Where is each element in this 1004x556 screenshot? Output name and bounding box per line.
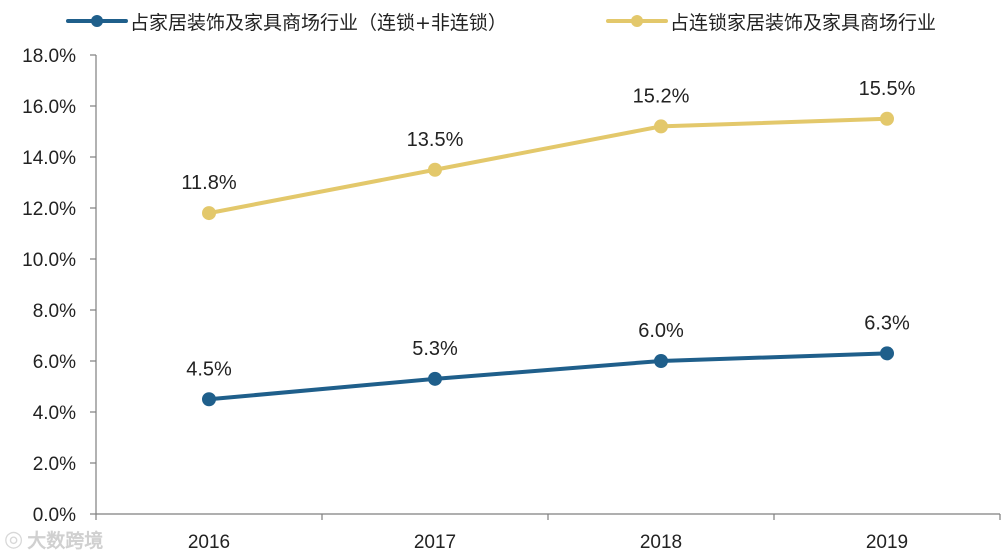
y-tick-label: 16.0% [22, 97, 76, 118]
data-point [880, 111, 894, 126]
data-label: 6.3% [864, 312, 910, 334]
y-tick-label: 18.0% [22, 46, 76, 67]
data-label: 11.8% [181, 172, 236, 194]
data-point [428, 162, 442, 177]
x-tick-label: 2017 [414, 532, 456, 553]
data-label: 15.5% [859, 78, 916, 100]
x-tick-label: 2019 [866, 532, 908, 553]
x-tick-label: 2016 [188, 532, 230, 553]
y-tick-label: 10.0% [22, 250, 76, 271]
series-line-2 [207, 116, 889, 216]
legend-label-chain: 占连锁家居装饰及家具商场行业 [670, 11, 937, 34]
series-line-1 [207, 351, 889, 402]
data-point [202, 206, 216, 221]
data-label: 5.3% [412, 338, 458, 360]
legend-swatch-chain [606, 9, 668, 33]
data-point [202, 392, 216, 407]
y-tick-label: 2.0% [33, 454, 76, 475]
legend-swatch-total [66, 9, 128, 33]
data-point [654, 119, 668, 134]
y-tick-label: 6.0% [33, 352, 76, 373]
legend-item-chain: 占连锁家居装饰及家具商场行业 [606, 9, 937, 34]
watermark: ◎ 大数跨境 [4, 524, 103, 554]
data-point [428, 371, 442, 386]
y-tick-label: 8.0% [33, 301, 76, 322]
data-label: 6.0% [638, 320, 684, 342]
x-tick-label: 2018 [640, 532, 682, 553]
data-label: 4.5% [186, 358, 232, 380]
y-tick-label: 0.0% [33, 505, 76, 526]
watermark-text: 大数跨境 [27, 529, 104, 552]
legend-label-total: 占家居装饰及家具商场行业（连锁+非连锁） [130, 11, 507, 34]
y-tick-label: 4.0% [33, 403, 76, 424]
y-tick-label: 12.0% [22, 199, 76, 220]
data-point [880, 346, 894, 361]
legend-item-total: 占家居装饰及家具商场行业（连锁+非连锁） [66, 9, 507, 34]
y-tick-label: 14.0% [22, 148, 76, 169]
data-label: 13.5% [407, 129, 464, 151]
chart-legend: 占家居装饰及家具商场行业（连锁+非连锁） 占连锁家居装饰及家具商场行业 [0, 0, 1004, 44]
data-label: 15.2% [633, 85, 690, 107]
logo-icon: ◎ [4, 526, 24, 552]
data-point [654, 354, 668, 368]
